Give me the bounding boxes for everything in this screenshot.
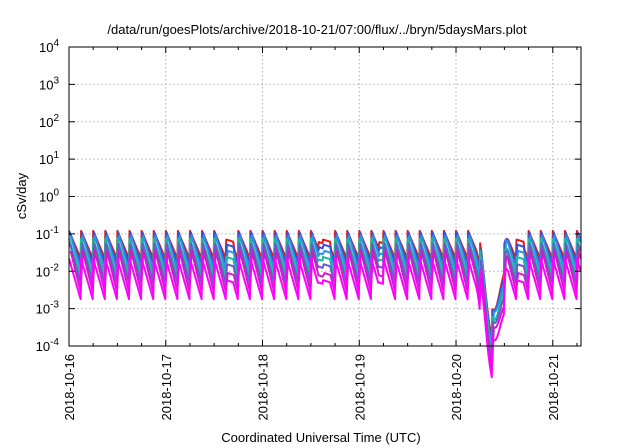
series-line-4 — [68, 237, 582, 356]
chart-title: /data/run/goesPlots/archive/2018-10-21/0… — [107, 22, 527, 37]
y-axis-label: cSv/day — [14, 172, 29, 219]
y-tick-label: 102 — [39, 113, 59, 130]
series-line-5 — [68, 242, 582, 363]
x-tick-label: 2018-10-19 — [352, 354, 367, 421]
x-tick-label: 2018-10-18 — [256, 354, 271, 421]
series-line-2 — [68, 231, 582, 343]
series-lines — [68, 229, 582, 379]
x-tick-label: 2018-10-16 — [62, 354, 77, 421]
y-tick-label: 100 — [39, 188, 59, 205]
x-tick-label: 2018-10-21 — [546, 354, 561, 421]
series-line-3 — [69, 234, 582, 349]
y-tick-label: 103 — [39, 75, 59, 92]
y-tick-label: 10-2 — [36, 262, 60, 279]
x-axis-label: Coordinated Universal Time (UTC) — [221, 430, 420, 445]
series-line-7 — [68, 257, 582, 379]
x-tick-label: 2018-10-17 — [159, 354, 174, 421]
series-line-6 — [69, 249, 582, 372]
x-axis-ticks: 2018-10-16 2018-10-17 2018-10-18 2018-10-19… — [62, 47, 578, 421]
y-tick-label: 10-4 — [36, 337, 60, 354]
y-tick-label: 10-3 — [36, 300, 60, 317]
x-tick-label: 2018-10-20 — [449, 354, 464, 421]
y-axis-ticks: 10-4 10-3 10-2 10-1 100 101 102 103 104 — [36, 38, 581, 354]
y-tick-label: 104 — [39, 38, 59, 55]
y-tick-label: 101 — [39, 150, 59, 167]
y-tick-label: 10-1 — [36, 225, 60, 242]
